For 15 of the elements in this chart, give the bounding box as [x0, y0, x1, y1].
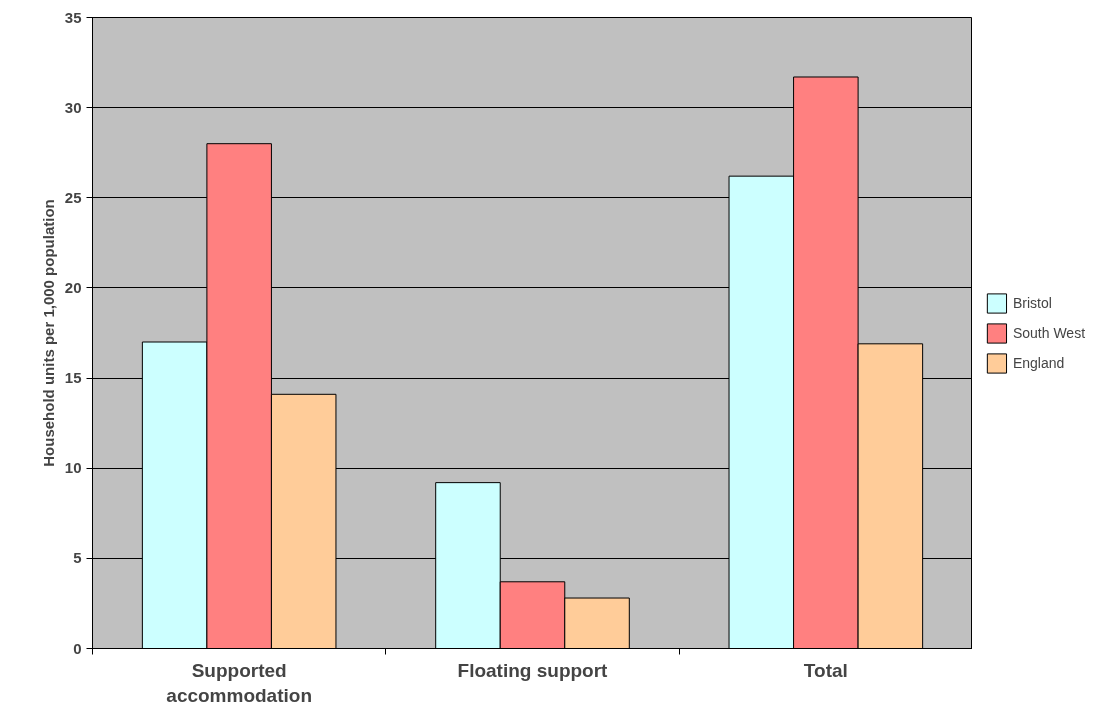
legend-label: England	[1012, 354, 1065, 371]
legend-label: Bristol	[1012, 294, 1052, 311]
y-tick-label: 0	[73, 639, 82, 657]
x-tick-label: Total	[803, 659, 848, 681]
legend-label: South West	[1012, 324, 1086, 341]
y-tick-label: 30	[64, 98, 82, 116]
x-tick-label: Supported accommodation	[166, 659, 313, 706]
y-tick-label: 15	[64, 369, 82, 387]
y-tick-label: 35	[64, 8, 82, 26]
x-tick-label: Floating support	[457, 659, 609, 681]
y-tick-label: 25	[64, 188, 82, 206]
y-tick-label: 20	[64, 278, 82, 296]
y-axis-title: Household units per 1,000 population	[39, 199, 57, 467]
y-tick-label: 5	[73, 549, 82, 567]
y-tick-label: 10	[64, 459, 82, 477]
